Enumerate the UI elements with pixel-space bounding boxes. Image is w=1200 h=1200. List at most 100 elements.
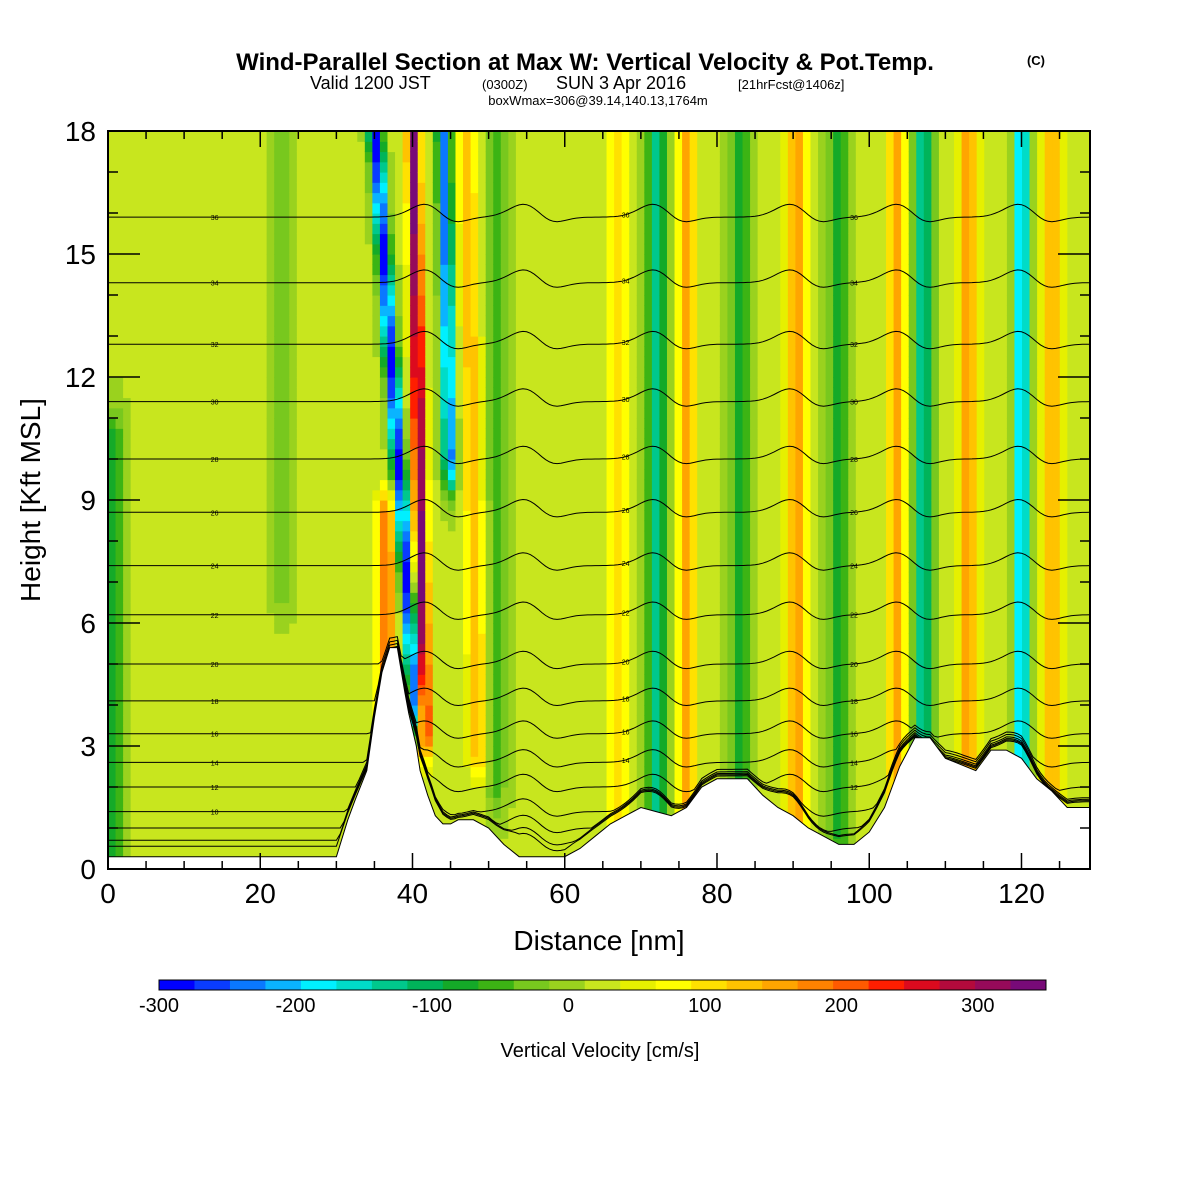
w-cell [281,346,290,358]
w-cell [417,674,426,686]
w-cell [546,356,555,368]
w-cell [228,459,238,470]
w-cell [160,684,170,696]
w-cell [629,735,638,747]
w-cell [153,725,162,737]
w-cell [108,694,117,706]
w-cell [206,602,215,614]
w-cell [417,438,426,450]
w-cell [402,213,411,224]
w-cell [508,213,517,224]
w-cell [599,346,608,358]
w-cell [274,776,283,788]
w-cell [168,161,177,173]
w-cell [115,489,124,501]
w-cell [583,653,593,665]
w-cell [402,418,411,429]
w-cell [455,366,464,378]
w-cell [319,418,328,429]
w-cell [206,664,215,675]
w-cell [191,653,200,665]
w-cell [311,705,321,716]
w-cell [583,469,593,481]
w-cell [410,397,419,409]
w-cell [342,756,351,768]
w-cell [614,541,623,552]
w-cell [493,141,502,153]
w-cell [410,438,419,450]
w-cell [304,407,313,419]
w-cell [387,633,396,645]
w-cell [546,674,555,686]
w-cell [175,766,185,778]
w-cell [108,141,117,153]
w-cell [198,418,207,429]
w-cell [304,223,313,235]
w-cell [327,213,336,224]
w-cell [546,172,555,183]
w-cell [342,571,351,583]
w-cell [311,797,321,809]
w-cell [485,510,494,522]
w-cell [342,418,351,429]
w-cell [425,336,434,347]
w-cell [425,172,434,183]
w-cell [493,541,502,552]
w-cell [395,161,404,173]
w-cell [591,459,600,470]
w-cell [138,366,147,378]
w-cell [395,407,404,419]
w-cell [500,520,509,532]
w-cell [583,694,593,706]
w-cell [145,356,154,368]
w-cell [432,315,441,327]
w-cell [379,633,389,645]
w-cell [145,561,154,573]
w-cell [115,469,124,481]
w-cell [206,131,215,142]
w-cell [500,582,509,593]
w-cell [591,561,600,573]
w-cell [221,776,230,788]
w-cell [402,530,411,542]
w-cell [523,766,532,778]
w-cell [206,192,215,204]
w-cell [440,192,449,204]
w-cell [191,418,200,429]
w-cell [296,643,305,655]
w-cell [334,715,343,727]
w-cell [327,612,336,624]
w-cell [183,746,192,757]
w-cell [327,500,336,511]
w-cell [145,653,154,665]
w-cell [463,172,472,183]
w-cell [478,274,487,286]
w-cell [108,438,117,450]
w-cell [583,746,593,757]
w-cell [213,305,222,317]
w-cell [508,192,517,204]
w-cell [402,264,411,276]
w-cell [145,274,154,286]
w-cell [531,838,540,850]
w-cell [311,510,321,522]
w-cell [123,705,132,716]
w-cell [206,233,215,245]
w-cell [327,315,336,327]
w-cell [463,735,472,747]
w-cell [289,694,298,706]
w-cell [175,746,185,757]
w-cell [115,387,124,399]
w-cell [508,305,517,317]
w-cell [289,776,298,788]
w-cell [259,459,268,470]
w-cell [561,407,570,419]
w-cell [183,684,192,696]
w-cell [357,418,366,429]
w-cell [145,182,154,194]
w-cell [281,161,290,173]
w-cell [251,448,260,460]
w-cell [500,182,509,194]
w-cell [327,705,336,716]
w-cell [508,254,517,265]
